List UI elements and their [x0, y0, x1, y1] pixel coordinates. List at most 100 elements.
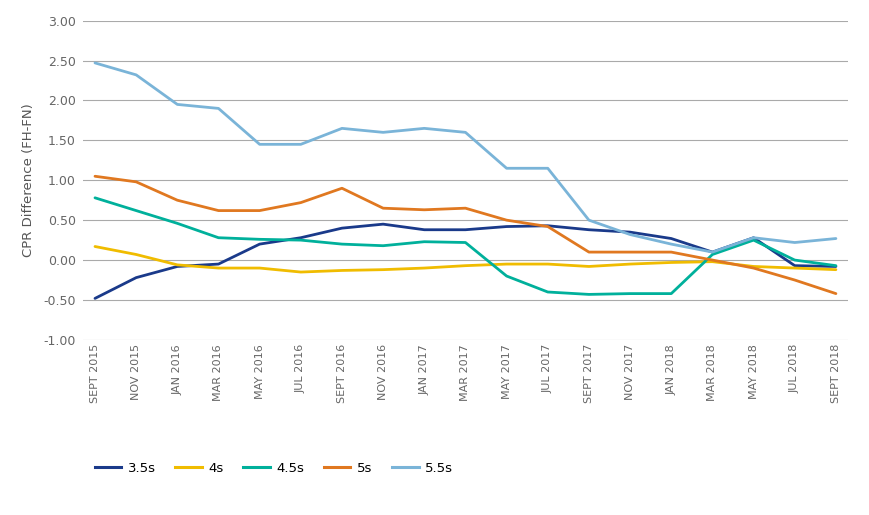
5.5s: [501, 165, 511, 171]
4s: [830, 267, 840, 273]
5.5s: [295, 141, 306, 147]
5.5s: [747, 235, 758, 241]
4s: [583, 263, 594, 269]
4.5s: [131, 208, 142, 214]
5.5s: [706, 249, 717, 255]
Y-axis label: CPR Difference (FH-FN): CPR Difference (FH-FN): [22, 104, 35, 257]
4.5s: [706, 251, 717, 258]
4s: [377, 267, 388, 273]
4s: [172, 262, 182, 268]
4.5s: [213, 235, 223, 241]
5s: [747, 265, 758, 271]
4.5s: [254, 236, 264, 243]
5.5s: [336, 125, 347, 131]
5.5s: [254, 141, 264, 147]
4s: [542, 261, 553, 267]
5.5s: [830, 235, 840, 242]
3.5s: [377, 221, 388, 227]
4.5s: [419, 238, 429, 245]
5.5s: [131, 72, 142, 78]
3.5s: [336, 225, 347, 231]
3.5s: [419, 227, 429, 233]
3.5s: [501, 224, 511, 230]
5.5s: [788, 239, 799, 246]
Legend: 3.5s, 4s, 4.5s, 5s, 5.5s: 3.5s, 4s, 4.5s, 5s, 5.5s: [90, 457, 458, 480]
4s: [788, 265, 799, 271]
4.5s: [583, 291, 594, 298]
4.5s: [830, 263, 840, 269]
4.5s: [501, 273, 511, 279]
4s: [624, 261, 634, 267]
5s: [624, 249, 634, 255]
3.5s: [131, 274, 142, 281]
3.5s: [460, 227, 470, 233]
4s: [747, 263, 758, 269]
5s: [788, 277, 799, 283]
5s: [377, 205, 388, 211]
5.5s: [624, 231, 634, 237]
3.5s: [788, 263, 799, 269]
4s: [666, 260, 676, 266]
5s: [706, 257, 717, 263]
5.5s: [377, 129, 388, 135]
4.5s: [460, 239, 470, 246]
5s: [830, 290, 840, 297]
4.5s: [336, 241, 347, 247]
4.5s: [624, 290, 634, 297]
5s: [295, 199, 306, 205]
4.5s: [788, 257, 799, 263]
4s: [460, 263, 470, 269]
5s: [90, 173, 100, 179]
3.5s: [295, 235, 306, 241]
3.5s: [747, 235, 758, 241]
5s: [542, 224, 553, 230]
5s: [583, 249, 594, 255]
3.5s: [172, 263, 182, 269]
4s: [90, 244, 100, 250]
3.5s: [624, 229, 634, 235]
5.5s: [90, 60, 100, 66]
5s: [254, 208, 264, 214]
5s: [501, 217, 511, 224]
5s: [460, 205, 470, 211]
3.5s: [542, 222, 553, 229]
4s: [295, 269, 306, 275]
4s: [254, 265, 264, 271]
4.5s: [666, 290, 676, 297]
5.5s: [583, 217, 594, 224]
Line: 5s: 5s: [95, 176, 835, 294]
3.5s: [830, 263, 840, 269]
4s: [706, 259, 717, 265]
3.5s: [213, 261, 223, 267]
4.5s: [172, 220, 182, 227]
4.5s: [747, 237, 758, 243]
5.5s: [419, 125, 429, 131]
5.5s: [213, 106, 223, 112]
3.5s: [706, 249, 717, 255]
5.5s: [666, 241, 676, 247]
4s: [213, 265, 223, 271]
5.5s: [172, 101, 182, 108]
Line: 3.5s: 3.5s: [95, 224, 835, 298]
4s: [419, 265, 429, 271]
4.5s: [90, 195, 100, 201]
Line: 5.5s: 5.5s: [95, 63, 835, 252]
Line: 4.5s: 4.5s: [95, 198, 835, 295]
5s: [336, 185, 347, 191]
5s: [666, 249, 676, 255]
5.5s: [542, 165, 553, 171]
3.5s: [583, 227, 594, 233]
5s: [172, 197, 182, 203]
4s: [336, 267, 347, 273]
3.5s: [90, 295, 100, 301]
4s: [501, 261, 511, 267]
5s: [131, 179, 142, 185]
4.5s: [377, 243, 388, 249]
5s: [419, 207, 429, 213]
4s: [131, 251, 142, 258]
3.5s: [666, 235, 676, 242]
4.5s: [542, 289, 553, 295]
3.5s: [254, 241, 264, 247]
5s: [213, 208, 223, 214]
5.5s: [460, 129, 470, 135]
